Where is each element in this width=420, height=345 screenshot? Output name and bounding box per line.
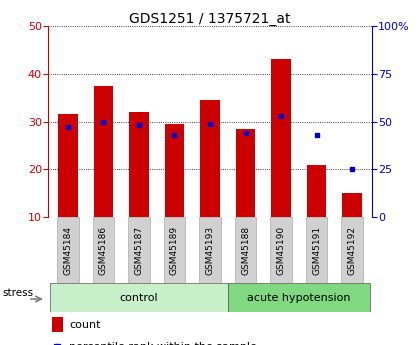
Bar <box>228 283 370 312</box>
Bar <box>307 165 326 217</box>
Bar <box>58 115 78 217</box>
Text: control: control <box>120 293 158 303</box>
Bar <box>236 129 255 217</box>
Text: count: count <box>69 320 101 330</box>
Text: GSM45189: GSM45189 <box>170 226 179 275</box>
Text: GSM45193: GSM45193 <box>205 226 215 275</box>
Bar <box>128 217 150 283</box>
Text: GSM45191: GSM45191 <box>312 226 321 275</box>
Bar <box>271 59 291 217</box>
Text: GDS1251 / 1375721_at: GDS1251 / 1375721_at <box>129 12 291 26</box>
Text: GSM45184: GSM45184 <box>63 226 72 275</box>
Text: GSM45186: GSM45186 <box>99 226 108 275</box>
Bar <box>94 86 113 217</box>
Text: acute hypotension: acute hypotension <box>247 293 351 303</box>
Bar <box>306 217 328 283</box>
Bar <box>342 194 362 217</box>
Bar <box>57 217 79 283</box>
Text: percentile rank within the sample: percentile rank within the sample <box>69 342 257 345</box>
Bar <box>52 317 63 333</box>
Bar <box>129 112 149 217</box>
Text: GSM45188: GSM45188 <box>241 226 250 275</box>
Bar <box>165 124 184 217</box>
Text: stress: stress <box>3 288 34 298</box>
Bar <box>199 217 221 283</box>
Bar <box>164 217 185 283</box>
Bar <box>235 217 256 283</box>
Bar <box>200 100 220 217</box>
Text: GSM45190: GSM45190 <box>277 226 286 275</box>
Bar <box>50 283 228 312</box>
Bar <box>92 217 114 283</box>
Bar <box>341 217 363 283</box>
Text: GSM45187: GSM45187 <box>134 226 143 275</box>
Bar <box>270 217 292 283</box>
Text: GSM45192: GSM45192 <box>348 226 357 275</box>
